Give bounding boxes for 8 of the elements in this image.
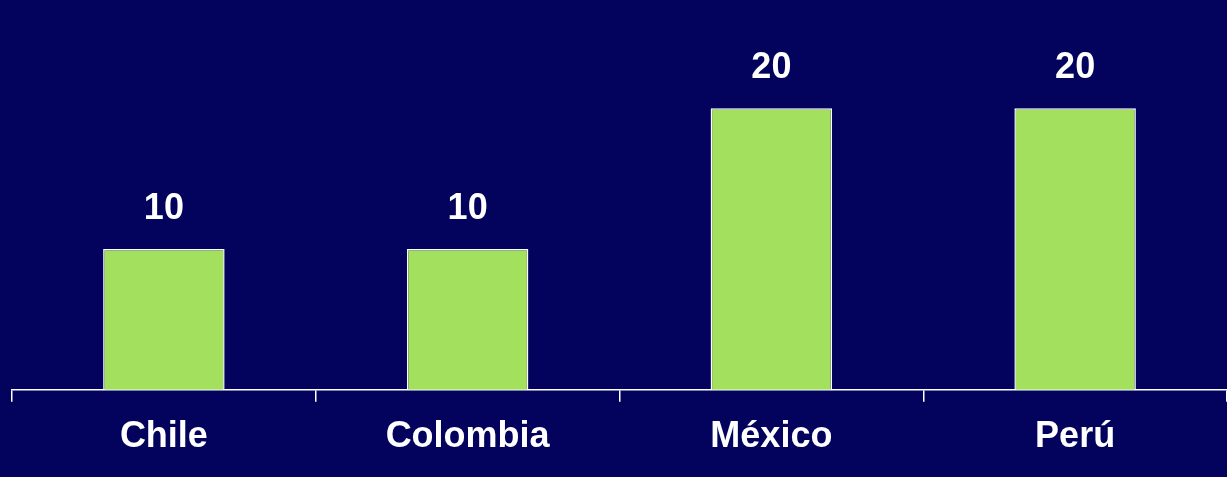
x-tick-label: México [710,414,833,456]
x-tick-label: Perú [1035,414,1116,456]
data-label: 10 [143,186,184,227]
x-tick-label: Colombia [385,414,551,456]
x-tick-label: Chile [119,414,208,456]
data-label: 10 [447,186,488,227]
data-label: 20 [1055,45,1096,87]
data-label: 20 [751,45,792,87]
